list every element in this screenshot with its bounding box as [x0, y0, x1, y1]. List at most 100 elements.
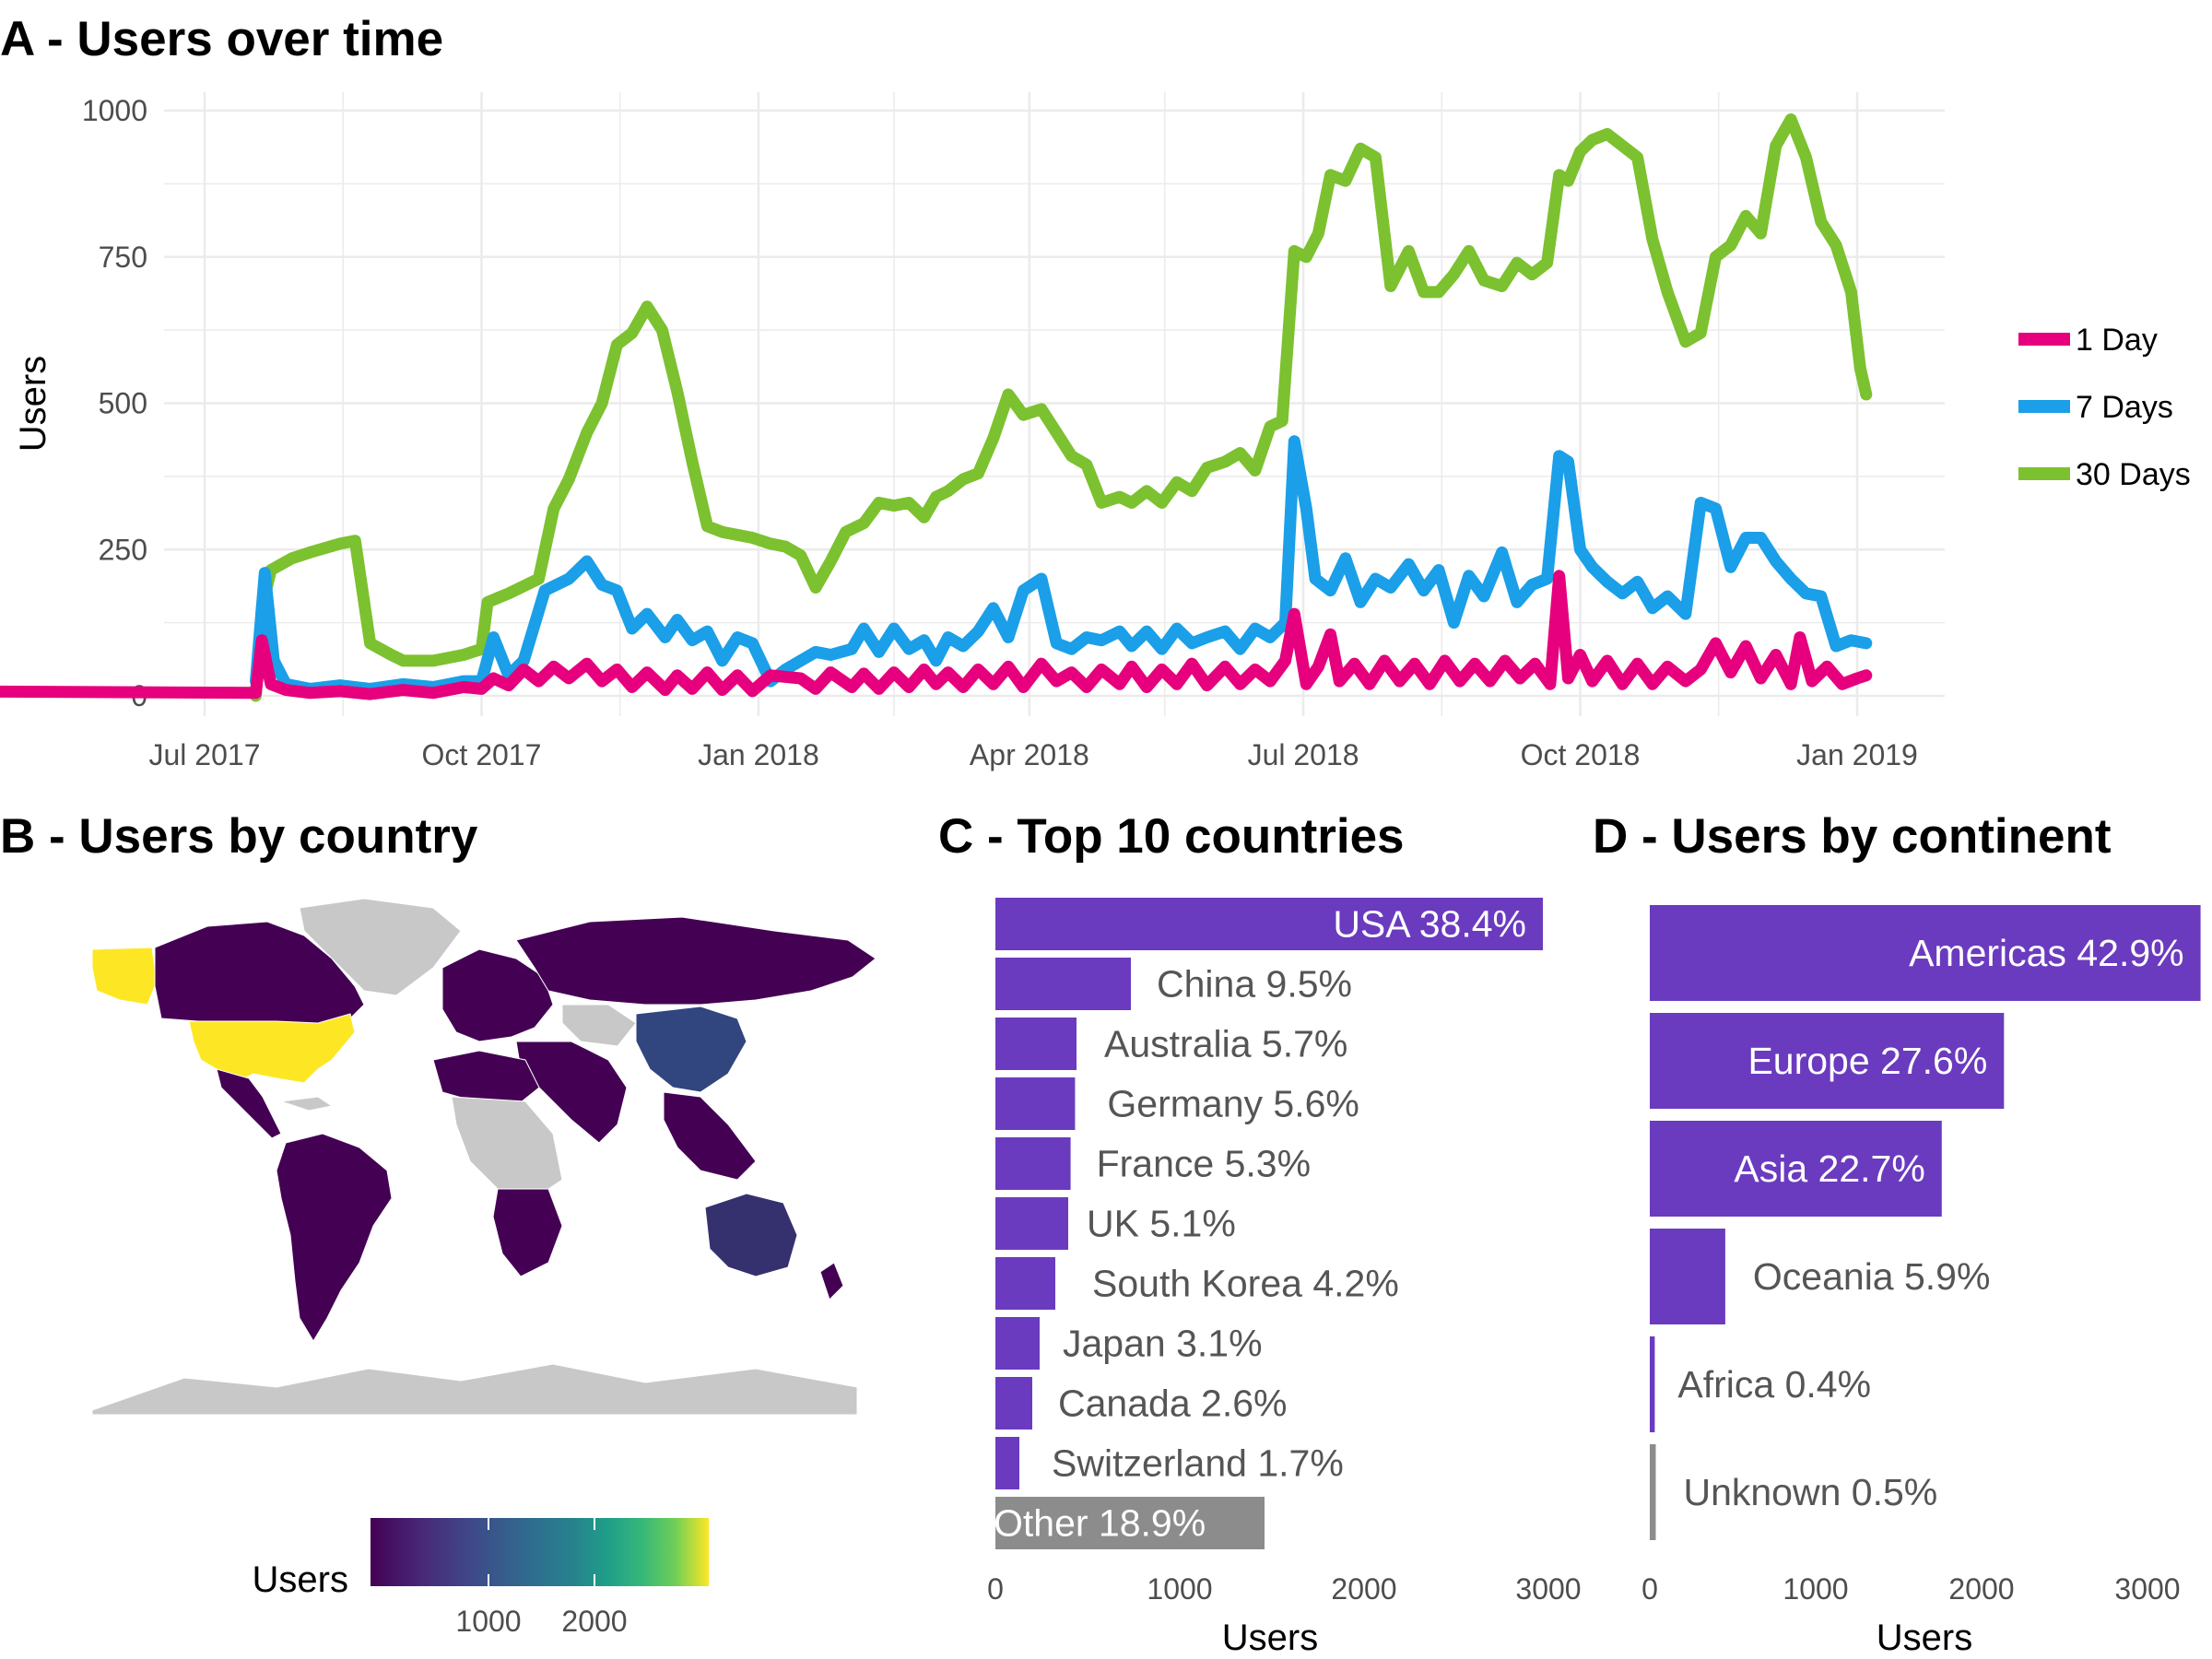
bar-label: Asia 22.7%	[1734, 1147, 1924, 1190]
map-legend-colorbar	[371, 1518, 709, 1586]
world-map	[91, 898, 877, 1416]
legend-swatch	[2018, 467, 2070, 480]
panel-a-series-lines	[0, 113, 1873, 702]
panel-c-x-ticks: 0 1000 2000 3000	[987, 1572, 1581, 1606]
bar-label: Other 18.9%	[994, 1502, 1206, 1545]
legend-label: 7 Days	[2076, 390, 2173, 425]
panel-a-gridlines	[164, 92, 1945, 716]
map-russia	[515, 916, 877, 1006]
legend-label: 1 Day	[2076, 323, 2158, 358]
map-south-america	[276, 1133, 393, 1342]
bar-oceania	[1650, 1229, 1725, 1324]
map-mexico	[216, 1068, 282, 1139]
panel-d-title: D - Users by continent	[1593, 809, 2111, 864]
panel-c-title: C - Top 10 countries	[938, 809, 1405, 864]
panel-a-title: A - Users over time	[0, 12, 443, 66]
panel-b-users-by-country: B - Users by country	[0, 809, 877, 1638]
legend-swatch	[2018, 400, 2070, 413]
bar-label: Oceania 5.9%	[1753, 1255, 1991, 1298]
bar-label: Americas 42.9%	[1909, 932, 2184, 974]
series-line-1-day	[0, 570, 1873, 700]
bar-germany	[995, 1077, 1076, 1130]
map-new-zealand	[819, 1262, 844, 1300]
x-tick-label: 2000	[1948, 1572, 2014, 1606]
bar-canada	[995, 1377, 1032, 1430]
y-tick-label: 750	[99, 241, 147, 274]
map-antarctica	[91, 1363, 858, 1416]
bar-switzerland	[995, 1437, 1019, 1489]
bar-label: Canada 2.6%	[1058, 1382, 1287, 1425]
bar-label: USA 38.4%	[1333, 903, 1526, 946]
map-legend-title: Users	[253, 1559, 348, 1600]
map-color-legend: Users 1000 2000	[253, 1518, 709, 1638]
bar-europe	[1650, 1013, 2005, 1109]
panel-d-x-axis-title: Users	[1877, 1618, 1972, 1658]
bar-japan	[995, 1317, 1040, 1370]
bar-africa	[1650, 1336, 1655, 1432]
bar-usa	[995, 898, 1543, 950]
x-tick-label: 1000	[1147, 1572, 1212, 1606]
panel-d-bars: Americas 42.9% Europe 27.6% Asia 22.7% Ocea…	[1650, 905, 2201, 1540]
x-tick-label: Jul 2017	[149, 738, 261, 771]
bar-americas	[1650, 905, 2201, 1001]
map-north-africa	[432, 1050, 540, 1107]
y-tick-label: 500	[99, 387, 147, 420]
x-tick-label: 1000	[1783, 1572, 1848, 1606]
map-central-asia	[561, 1004, 637, 1047]
map-legend-tick-label: 2000	[561, 1605, 627, 1638]
x-tick-label: Oct 2018	[1521, 738, 1641, 771]
panel-d-users-by-continent: D - Users by continent Americas 42.9% Eur…	[1593, 809, 2201, 1658]
bar-label: UK 5.1%	[1087, 1203, 1236, 1245]
x-tick-label: Jan 2019	[1796, 738, 1918, 771]
panel-a-y-axis-title: Users	[13, 356, 53, 452]
series-line-7-days	[250, 435, 1873, 695]
panel-d-x-ticks: 0 1000 2000 3000	[1641, 1572, 2180, 1606]
x-tick-label: 3000	[2114, 1572, 2180, 1606]
legend-swatch	[2018, 333, 2070, 346]
x-tick-label: Jan 2018	[698, 738, 819, 771]
map-alaska	[91, 947, 158, 1006]
map-australia	[704, 1193, 798, 1277]
bar-asia	[1650, 1121, 1942, 1217]
map-southern-africa	[492, 1188, 563, 1277]
bar-label: Switzerland 1.7%	[1052, 1442, 1344, 1485]
panel-c-x-axis-title: Users	[1222, 1618, 1318, 1658]
map-greenland	[299, 898, 462, 996]
panel-c-bars: USA 38.4% China 9.5% Australia 5.7% Germany…	[994, 898, 1543, 1549]
bar-australia	[995, 1018, 1077, 1070]
panel-c-top-10-countries: C - Top 10 countries USA 38.4% China 9.5%…	[938, 809, 1582, 1658]
bar-label: Japan 3.1%	[1063, 1323, 1263, 1365]
bar-label: Germany 5.6%	[1107, 1083, 1359, 1125]
x-tick-label: 2000	[1331, 1572, 1396, 1606]
x-tick-label: Apr 2018	[970, 738, 1089, 771]
x-tick-label: 0	[1641, 1572, 1658, 1606]
x-tick-label: 0	[987, 1572, 1004, 1606]
bar-label: South Korea 4.2%	[1092, 1263, 1399, 1305]
bar-unknown	[1650, 1444, 1656, 1540]
bar-south-korea	[995, 1257, 1055, 1310]
series-line-30-days	[250, 113, 1873, 702]
map-caribbean	[280, 1096, 334, 1112]
panel-a-legend: 1 Day 7 Days 30 Days	[2018, 323, 2191, 492]
panel-b-title: B - Users by country	[0, 809, 478, 864]
x-tick-label: Oct 2017	[422, 738, 542, 771]
bar-label: Africa 0.4%	[1677, 1363, 1871, 1406]
bar-china	[995, 958, 1131, 1010]
x-tick-label: 3000	[1515, 1572, 1581, 1606]
map-china	[635, 1006, 747, 1093]
map-central-africa	[451, 1096, 563, 1199]
bar-france	[995, 1137, 1071, 1190]
bar-other	[995, 1497, 1265, 1549]
bar-label: China 9.5%	[1157, 963, 1352, 1006]
bar-label: France 5.3%	[1097, 1143, 1311, 1185]
legend-label: 30 Days	[2076, 457, 2191, 492]
bar-label: Unknown 0.5%	[1683, 1471, 1937, 1513]
map-europe	[441, 948, 554, 1042]
panel-a-x-ticks: Jul 2017 Oct 2017 Jan 2018 Apr 2018 Jul 2018…	[149, 738, 1918, 771]
bar-label: Australia 5.7%	[1104, 1023, 1347, 1065]
y-tick-label: 250	[99, 533, 147, 566]
